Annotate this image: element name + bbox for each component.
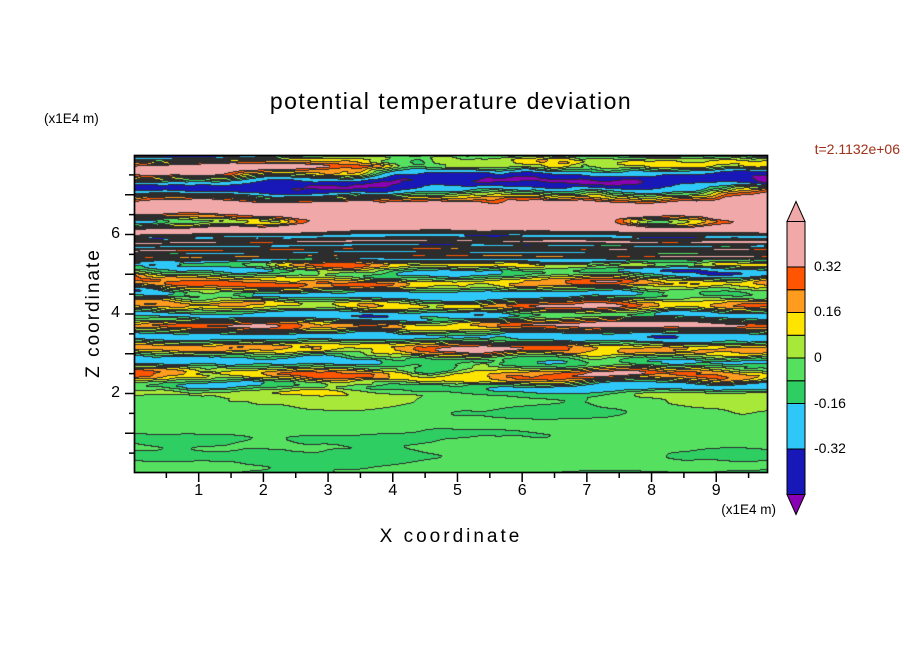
- y-tick-label: 4: [111, 304, 120, 321]
- x-tick-label: 1: [194, 482, 204, 499]
- x-tick-label: 2: [258, 482, 268, 499]
- y-axis-unit-label: (x1E4 m): [44, 111, 99, 126]
- time-annotation: t=2.1132e+06: [814, 141, 900, 157]
- colorbar-tick-label: -0.32: [814, 440, 846, 456]
- x-tick-label: 7: [582, 482, 592, 499]
- x-tick-label: 9: [711, 482, 721, 499]
- x-tick-label: 5: [453, 482, 462, 499]
- x-tick-label: 3: [323, 482, 333, 499]
- contour-field: [134, 155, 768, 473]
- y-tick-label: 2: [111, 383, 120, 401]
- chart-title: potential temperature deviation: [269, 88, 633, 114]
- colorbar-tick-label: 0.16: [814, 303, 842, 320]
- x-tick-label: 6: [517, 482, 527, 499]
- colorbar-tick-label: -0.16: [814, 394, 846, 411]
- y-tick-label: 6: [111, 224, 120, 242]
- x-tick-label: 4: [388, 482, 398, 499]
- x-axis-title: X coordinate: [379, 526, 523, 547]
- x-tick-label: 8: [647, 482, 656, 499]
- colorbar-tick-label: 0: [814, 349, 822, 365]
- colorbar-tick-label: 0.32: [814, 257, 842, 274]
- x-axis-unit-label: (x1E4 m): [721, 502, 776, 517]
